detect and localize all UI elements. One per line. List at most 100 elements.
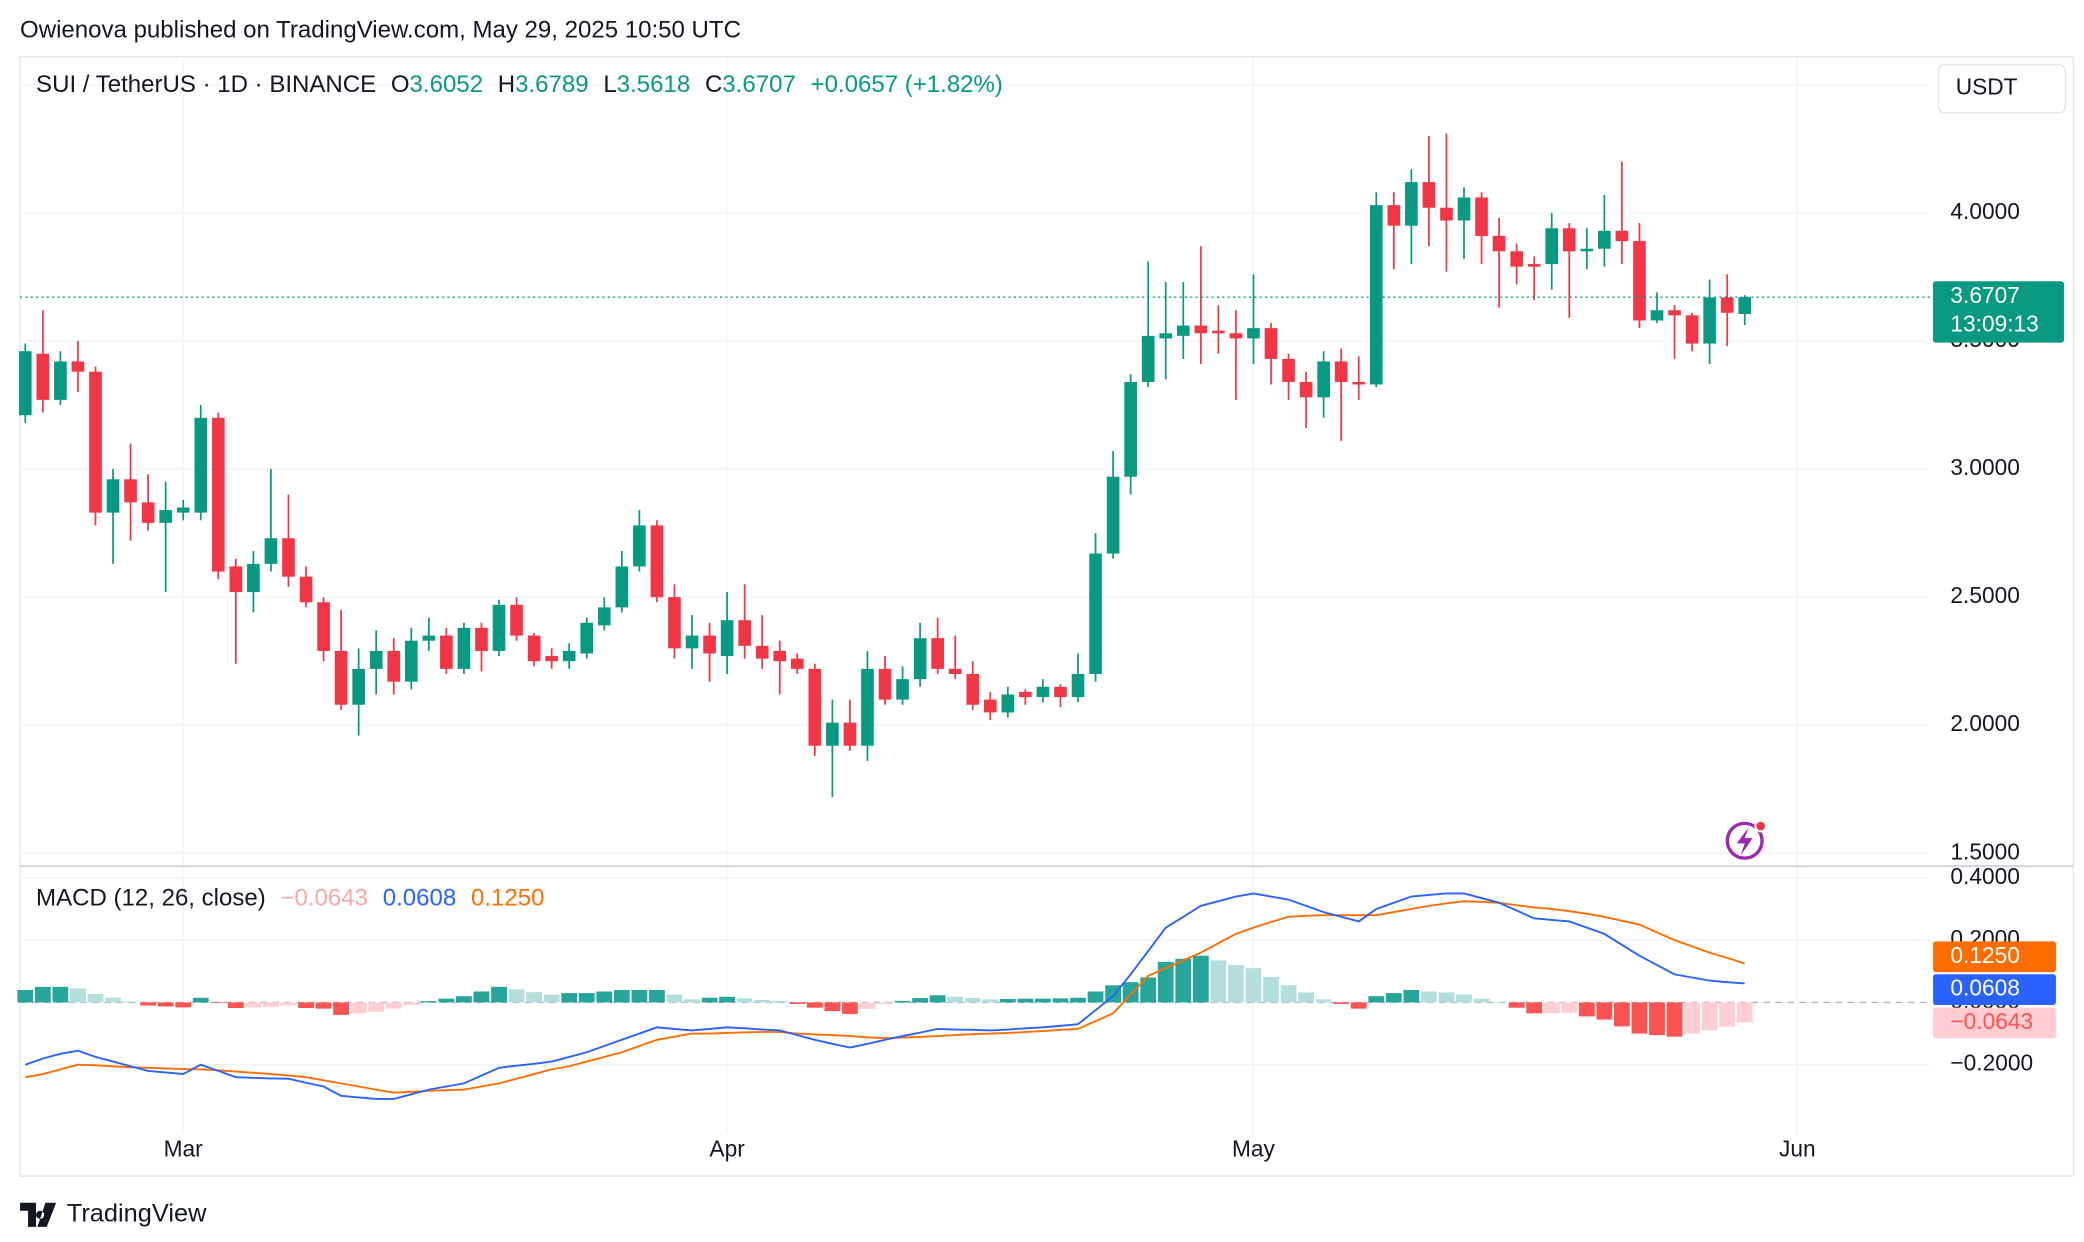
open-label: O: [391, 71, 410, 98]
histogram-bar: [912, 998, 929, 1003]
histogram-bar: [894, 1000, 911, 1003]
candle-body: [738, 620, 751, 646]
histogram-bar: [438, 998, 455, 1003]
candle-body: [527, 635, 541, 662]
candle-body: [1194, 325, 1208, 334]
histogram-bar: [473, 991, 490, 1003]
histogram-bar: [385, 1002, 402, 1009]
candle-body: [966, 673, 980, 705]
candle-body: [1703, 297, 1716, 344]
histogram-bar: [613, 989, 630, 1003]
low-value: 3.5618: [617, 71, 691, 98]
currency-button[interactable]: [1937, 63, 2066, 114]
histogram-bar: [350, 1002, 367, 1014]
candle-body: [1685, 315, 1699, 344]
histogram-bar: [227, 1002, 244, 1009]
candle-body: [404, 640, 418, 682]
candle-body: [1510, 251, 1523, 267]
candle-body: [1176, 325, 1190, 336]
histogram-bar: [1368, 996, 1385, 1003]
histogram-bar: [1719, 1002, 1736, 1027]
low-label: L: [603, 71, 616, 98]
candle-body: [194, 417, 208, 513]
histogram-bar: [420, 1001, 437, 1003]
histogram-bar: [280, 1002, 297, 1006]
histogram-bar: [315, 1002, 332, 1009]
y-tick-label: 4.0000: [1950, 198, 2019, 224]
candle-body: [597, 607, 611, 626]
histogram-bar: [1070, 997, 1086, 1003]
candle-body: [1633, 241, 1646, 321]
high-label: H: [498, 71, 515, 98]
symbol-title: SUI / TetherUS · 1D · BINANCE: [36, 71, 376, 98]
candle-body: [124, 479, 137, 503]
open-value: 3.6052: [410, 71, 484, 98]
candle-body: [1212, 330, 1225, 334]
candle-body: [1352, 381, 1366, 385]
histogram-bar: [877, 1002, 893, 1004]
candle-body: [1071, 673, 1085, 698]
y-tick-label: 3.0000: [1950, 454, 2019, 480]
histogram-bar: [87, 994, 104, 1003]
candle-body: [1580, 248, 1594, 252]
histogram-bar: [596, 991, 613, 1003]
candle-body: [1492, 235, 1506, 252]
candle-body: [282, 538, 295, 577]
y-tick-label: 2.5000: [1950, 582, 2019, 608]
histogram-bar: [1684, 1002, 1700, 1034]
histogram-bar: [964, 998, 981, 1003]
candle-body: [89, 371, 102, 513]
publish-header: Owienova published on TradingView.com, M…: [20, 17, 741, 44]
histogram-bar: [789, 1002, 806, 1004]
candle-body: [317, 602, 330, 651]
candle-body: [931, 638, 944, 669]
histogram-bar: [70, 988, 86, 1003]
histogram-bar: [210, 1002, 227, 1004]
candle-body: [54, 361, 67, 400]
candle-body: [615, 566, 629, 608]
histogram-bar: [982, 999, 999, 1003]
histogram-bar: [999, 998, 1016, 1003]
macd-legend: MACD (12, 26, close) −0.0643 0.0608 0.12…: [36, 885, 544, 912]
candle-body: [1457, 197, 1471, 221]
histogram-bar: [1385, 993, 1402, 1003]
marks: [17, 133, 1931, 1100]
candle-body: [1545, 228, 1559, 265]
candle-body: [1527, 264, 1541, 267]
candle-body: [1650, 310, 1664, 321]
candle-body: [1141, 335, 1155, 382]
alert-icon[interactable]: [1725, 819, 1768, 860]
candle-body: [176, 507, 190, 513]
axis: MarAprMayJun1.50002.00002.50003.00003.50…: [164, 70, 2064, 1162]
histogram-bar: [403, 1002, 420, 1005]
symbol-legend: SUI / TetherUS · 1D · BINANCE O3.6052 H 3…: [36, 71, 1003, 98]
candle-body: [948, 668, 962, 674]
currency-label[interactable]: USDT: [1956, 74, 2018, 100]
candle-body: [475, 627, 488, 651]
candle-body: [1001, 694, 1015, 713]
signal-line: [25, 900, 1746, 1094]
histogram-bar: [1175, 958, 1192, 1003]
change-value: +0.0657 (+1.82%): [811, 71, 1003, 98]
signal-value: 0.1250: [471, 885, 545, 912]
candle-body: [983, 699, 997, 713]
histogram-bar: [456, 996, 472, 1003]
histogram-bar: [368, 1002, 385, 1012]
chart-frame: [19, 55, 2074, 1177]
close-label: C: [705, 71, 722, 98]
candle-body: [1475, 197, 1488, 236]
candle-body: [1738, 297, 1752, 315]
candle-body: [790, 658, 804, 669]
candle-body: [159, 510, 172, 523]
candle-body: [1229, 333, 1243, 339]
candle-body: [913, 638, 927, 680]
x-tick-label: Apr: [709, 1136, 745, 1162]
histogram-bar: [1087, 991, 1104, 1003]
histogram-bar: [1701, 1002, 1718, 1031]
histogram-bar: [824, 1002, 841, 1012]
histogram-bar: [649, 989, 665, 1003]
histogram-bar: [1473, 998, 1490, 1003]
macd-title: MACD (12, 26, close): [36, 885, 266, 912]
